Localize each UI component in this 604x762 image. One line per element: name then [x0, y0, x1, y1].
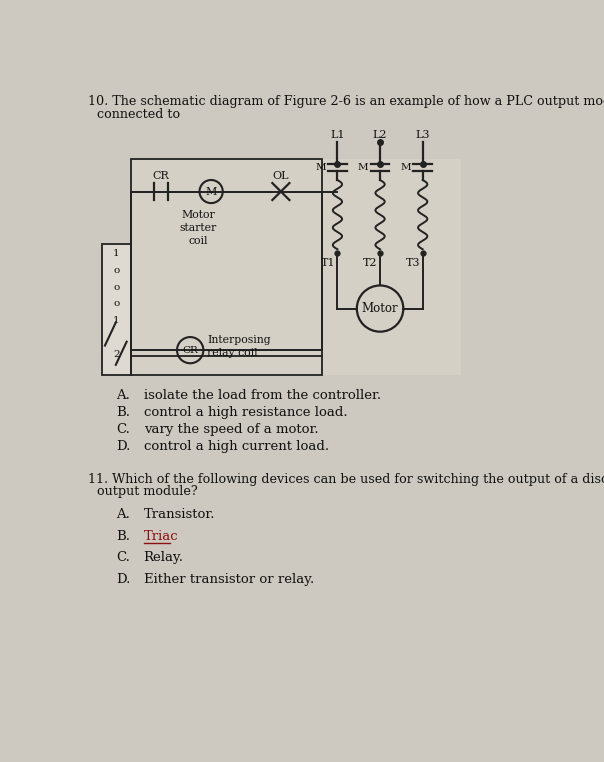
Text: C.: C.	[116, 551, 130, 564]
Text: D.: D.	[116, 440, 130, 453]
Text: output module?: output module?	[97, 485, 198, 498]
Text: connected to: connected to	[97, 107, 181, 120]
Text: control a high resistance load.: control a high resistance load.	[144, 406, 347, 419]
Text: M: M	[358, 163, 368, 171]
Text: C.: C.	[116, 424, 130, 437]
Text: o: o	[114, 266, 120, 274]
Text: control a high current load.: control a high current load.	[144, 440, 329, 453]
Text: M: M	[205, 187, 217, 197]
Text: 1: 1	[114, 248, 120, 258]
Text: M: M	[400, 163, 411, 171]
Text: B.: B.	[116, 530, 130, 543]
Text: o: o	[114, 283, 120, 292]
Text: o: o	[114, 299, 120, 309]
FancyBboxPatch shape	[131, 159, 461, 375]
Text: B.: B.	[116, 406, 130, 419]
Text: Interposing
relay coil: Interposing relay coil	[207, 335, 271, 357]
Text: Either transistor or relay.: Either transistor or relay.	[144, 573, 314, 586]
Text: 1: 1	[114, 316, 120, 325]
Text: T2: T2	[363, 258, 378, 267]
Text: L3: L3	[416, 130, 430, 139]
Text: 10. The schematic diagram of Figure 2-6 is an example of how a PLC output module: 10. The schematic diagram of Figure 2-6 …	[88, 95, 604, 108]
Text: D.: D.	[116, 573, 130, 586]
Text: Motor: Motor	[362, 302, 399, 315]
Text: L1: L1	[330, 130, 345, 139]
Text: A.: A.	[116, 389, 130, 402]
Text: A.: A.	[116, 508, 130, 521]
Text: M: M	[315, 163, 326, 171]
Text: 2: 2	[114, 351, 120, 359]
Text: 11. Which of the following devices can be used for switching the output of a dis: 11. Which of the following devices can b…	[88, 472, 604, 485]
Text: Motor
starter
coil: Motor starter coil	[179, 210, 217, 245]
Text: CR: CR	[152, 171, 169, 181]
Text: Transistor.: Transistor.	[144, 508, 215, 521]
FancyBboxPatch shape	[102, 244, 131, 375]
Text: T1: T1	[321, 258, 335, 267]
Text: Relay.: Relay.	[144, 551, 184, 564]
Text: CR: CR	[182, 346, 198, 354]
Text: T3: T3	[406, 258, 420, 267]
Text: L2: L2	[373, 130, 387, 139]
Text: isolate the load from the controller.: isolate the load from the controller.	[144, 389, 381, 402]
Text: OL: OL	[272, 171, 289, 181]
Text: vary the speed of a motor.: vary the speed of a motor.	[144, 424, 318, 437]
Text: Triac: Triac	[144, 530, 178, 543]
